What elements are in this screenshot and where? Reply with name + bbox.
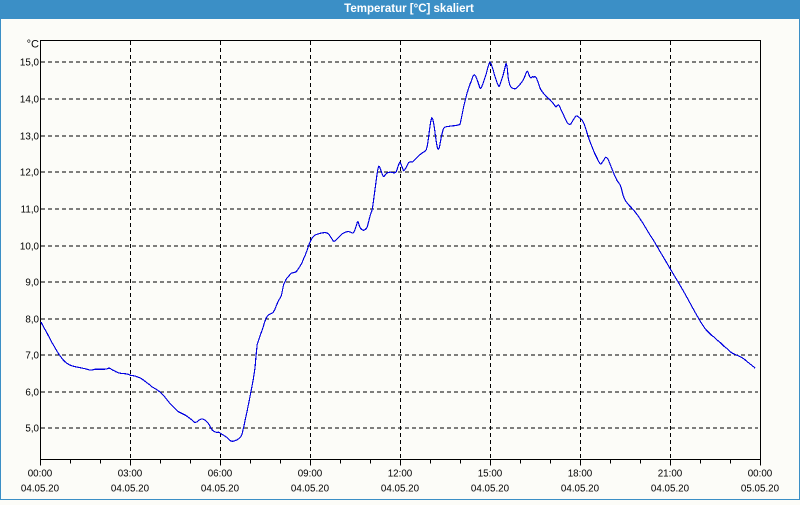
- svg-text:04.05.20: 04.05.20: [651, 483, 690, 494]
- svg-text:7,0: 7,0: [25, 350, 39, 361]
- svg-text:03:00: 03:00: [118, 468, 143, 479]
- svg-text:04.05.20: 04.05.20: [111, 483, 150, 494]
- svg-text:6,0: 6,0: [25, 387, 39, 398]
- svg-text:5,0: 5,0: [25, 423, 39, 434]
- svg-text:°C: °C: [27, 39, 39, 51]
- svg-text:8,0: 8,0: [25, 314, 39, 325]
- svg-text:12:00: 12:00: [388, 468, 413, 479]
- svg-text:04.05.20: 04.05.20: [201, 483, 240, 494]
- svg-text:10,0: 10,0: [20, 241, 40, 252]
- svg-text:13,0: 13,0: [20, 131, 40, 142]
- svg-text:04.05.20: 04.05.20: [381, 483, 420, 494]
- svg-text:15,0: 15,0: [20, 57, 40, 68]
- svg-text:06:00: 06:00: [208, 468, 233, 479]
- svg-text:00:00: 00:00: [748, 468, 773, 479]
- svg-text:00:00: 00:00: [28, 468, 53, 479]
- svg-text:21:00: 21:00: [658, 468, 683, 479]
- svg-text:14,0: 14,0: [20, 94, 40, 105]
- svg-text:12,0: 12,0: [20, 167, 40, 178]
- svg-text:04.05.20: 04.05.20: [291, 483, 330, 494]
- svg-text:15:00: 15:00: [478, 468, 503, 479]
- svg-text:05.05.20: 05.05.20: [741, 483, 780, 494]
- svg-text:11,0: 11,0: [21, 204, 40, 215]
- svg-text:09:00: 09:00: [298, 468, 323, 479]
- svg-text:04.05.20: 04.05.20: [471, 483, 510, 494]
- svg-text:18:00: 18:00: [568, 468, 593, 479]
- svg-text:04.05.20: 04.05.20: [561, 483, 600, 494]
- svg-text:04.05.20: 04.05.20: [21, 483, 60, 494]
- svg-text:9,0: 9,0: [25, 277, 39, 288]
